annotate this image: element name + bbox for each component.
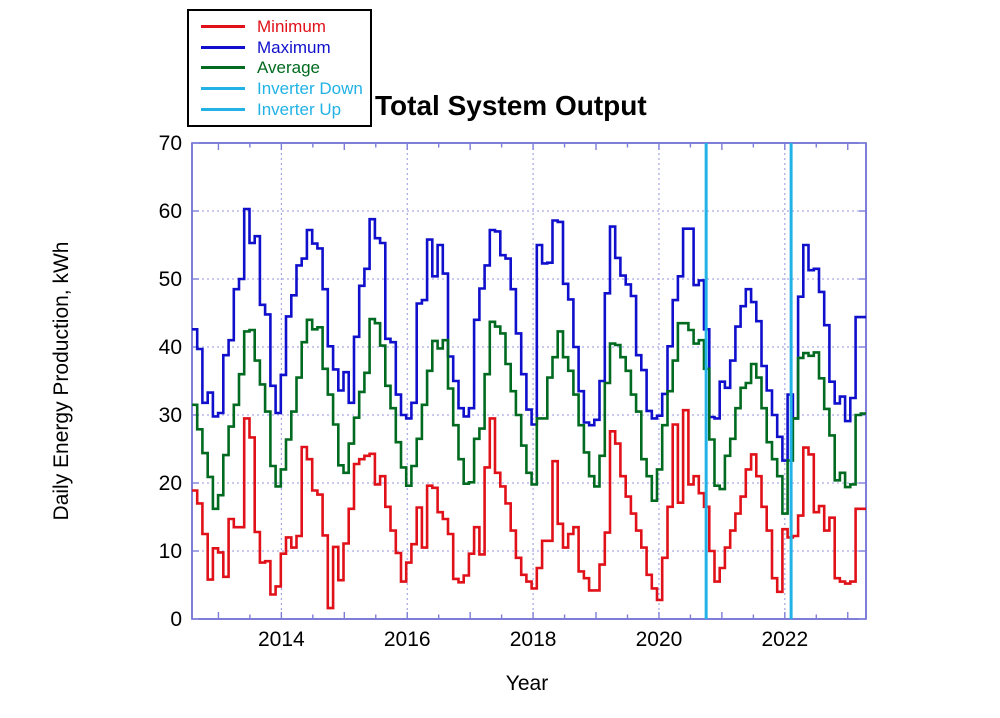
y-tick-label: 0 — [170, 608, 182, 631]
x-tick-label: 2020 — [636, 628, 683, 651]
y-tick-label: 60 — [159, 200, 182, 223]
legend-label-maximum: Maximum — [257, 37, 331, 57]
series-minimum — [192, 408, 866, 610]
x-axis-label: Year — [505, 672, 549, 695]
legend-label-average: Average — [257, 58, 321, 78]
legend-item-inverter-down: Inverter Down — [189, 80, 370, 97]
y-tick-label: 70 — [159, 132, 182, 155]
inverter-up-line-swatch — [201, 108, 245, 112]
legend-label-minimum: Minimum — [257, 16, 326, 36]
x-tick-label: 2022 — [761, 628, 808, 651]
chart-legend[interactable]: Minimum Maximum Average Inverter Down In… — [187, 9, 372, 127]
x-tick-label: 2016 — [384, 628, 431, 651]
inverter-down-line-swatch — [201, 87, 245, 91]
average-line-swatch — [201, 66, 245, 70]
y-tick-label: 50 — [159, 268, 182, 291]
y-tick-label: 20 — [159, 472, 182, 495]
legend-label-inverter-down: Inverter Down — [257, 79, 363, 99]
series-average — [192, 317, 866, 515]
maximum-line-swatch — [201, 45, 245, 49]
y-axis-label: Daily Energy Production, kWh — [50, 241, 73, 521]
legend-item-inverter-up: Inverter Up — [189, 101, 370, 118]
minimum-line-swatch — [201, 24, 245, 28]
chart-title: Total System Output — [375, 90, 647, 121]
legend-item-minimum: Minimum — [189, 18, 370, 35]
legend-label-inverter-up: Inverter Up — [257, 100, 342, 120]
series-maximum — [192, 207, 866, 462]
y-tick-label: 30 — [159, 404, 182, 427]
x-tick-label: 2018 — [510, 628, 557, 651]
y-tick-label: 10 — [159, 540, 182, 563]
x-tick-label: 2014 — [258, 628, 305, 651]
legend-item-maximum: Maximum — [189, 39, 370, 56]
legend-item-average: Average — [189, 59, 370, 76]
y-tick-label: 40 — [159, 336, 182, 359]
